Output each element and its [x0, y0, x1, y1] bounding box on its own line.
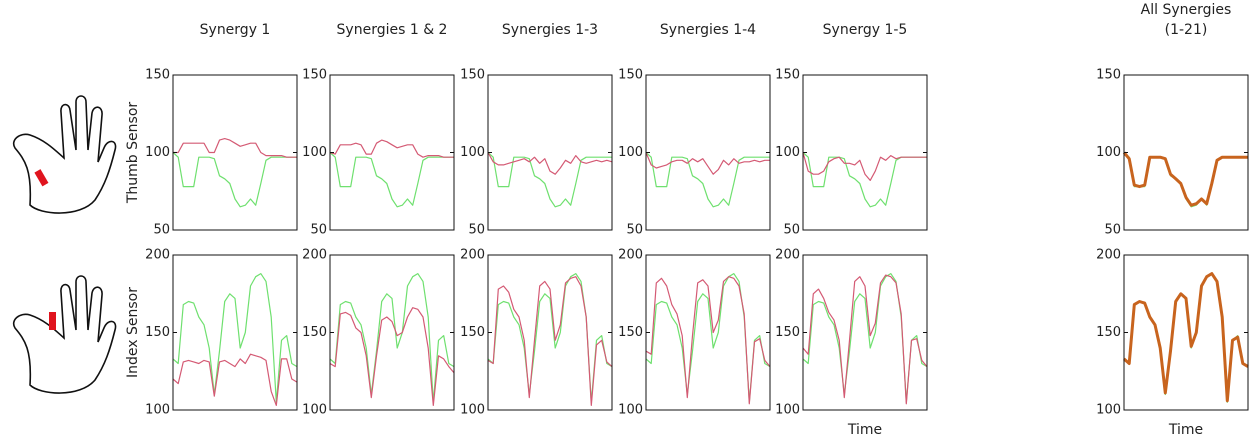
column-title: Synergies 1-4: [660, 22, 756, 38]
data-line: [1123, 272, 1249, 403]
y-tick-label: 200: [775, 248, 800, 263]
y-tick-label: 200: [302, 248, 327, 263]
y-tick-label: 150: [775, 325, 800, 340]
data-line: [487, 152, 612, 208]
x-axis-label: Time: [847, 422, 882, 438]
y-tick-label: 150: [145, 68, 170, 83]
y-tick-label: 100: [618, 145, 643, 160]
y-tick-label: 150: [1096, 68, 1121, 83]
y-tick-label: 200: [460, 248, 485, 263]
y-tick-label: 150: [618, 68, 643, 83]
y-axis-label: Index Sensor: [125, 287, 141, 378]
plot-frame: [172, 74, 298, 231]
plot-frame: [645, 254, 771, 411]
column-title: Synergy 1-5: [823, 22, 908, 38]
data-line: [173, 138, 297, 158]
y-tick-label: 100: [775, 403, 800, 418]
y-tick-label: 50: [153, 223, 170, 238]
thumb-sensor-marker: [34, 169, 49, 187]
plot-frame: [487, 74, 613, 231]
hand-icon-index: [12, 275, 117, 394]
y-tick-label: 50: [1104, 223, 1121, 238]
data-line: [329, 307, 455, 406]
y-tick-label: 150: [302, 325, 327, 340]
y-tick-label: 150: [460, 325, 485, 340]
y-tick-label: 150: [145, 325, 170, 340]
data-line: [172, 353, 298, 406]
y-tick-label: 50: [783, 223, 800, 238]
y-tick-label: 100: [775, 145, 800, 160]
y-tick-label: 100: [145, 145, 170, 160]
y-tick-label: 100: [302, 145, 327, 160]
y-tick-label: 50: [310, 223, 327, 238]
y-tick-label: 100: [1096, 403, 1121, 418]
plot-frame: [802, 254, 928, 411]
data-line: [487, 276, 613, 406]
y-tick-label: 150: [1096, 325, 1121, 340]
data-line: [802, 152, 927, 181]
index-sensor-marker: [49, 312, 56, 330]
y-tick-label: 150: [775, 68, 800, 83]
data-line: [645, 152, 770, 208]
y-tick-label: 50: [468, 223, 485, 238]
plot-frame: [1123, 74, 1249, 231]
data-line: [172, 152, 297, 208]
y-tick-label: 150: [302, 68, 327, 83]
column-title: Synergies 1 & 2: [337, 22, 448, 38]
x-axis-label: Time: [1168, 422, 1203, 438]
y-tick-label: 100: [1096, 145, 1121, 160]
data-line: [802, 274, 928, 405]
y-tick-label: 100: [302, 403, 327, 418]
column-title: (1-21): [1165, 22, 1208, 38]
hand-icon-thumb: [12, 95, 117, 214]
y-tick-label: 100: [145, 403, 170, 418]
y-tick-label: 100: [460, 145, 485, 160]
y-tick-label: 100: [460, 403, 485, 418]
y-tick-label: 200: [145, 248, 170, 263]
data-line: [329, 152, 454, 208]
y-axis-label: Thumb Sensor: [125, 102, 141, 205]
data-line: [645, 152, 770, 175]
y-tick-label: 100: [618, 403, 643, 418]
column-title: Synergies 1-3: [502, 22, 598, 38]
plot-frame: [645, 74, 771, 231]
column-title: All Synergies: [1141, 2, 1232, 18]
plot-frame: [802, 74, 928, 231]
data-line: [1122, 151, 1248, 207]
y-tick-label: 150: [618, 325, 643, 340]
plot-frame: [329, 74, 455, 231]
y-tick-label: 200: [618, 248, 643, 263]
y-tick-label: 200: [1096, 248, 1121, 263]
y-tick-label: 50: [626, 223, 643, 238]
y-tick-label: 150: [460, 68, 485, 83]
data-line: [645, 276, 771, 405]
data-line: [329, 139, 454, 158]
column-title: Synergy 1: [200, 22, 271, 38]
data-line: [487, 152, 613, 175]
data-line: [802, 152, 927, 208]
